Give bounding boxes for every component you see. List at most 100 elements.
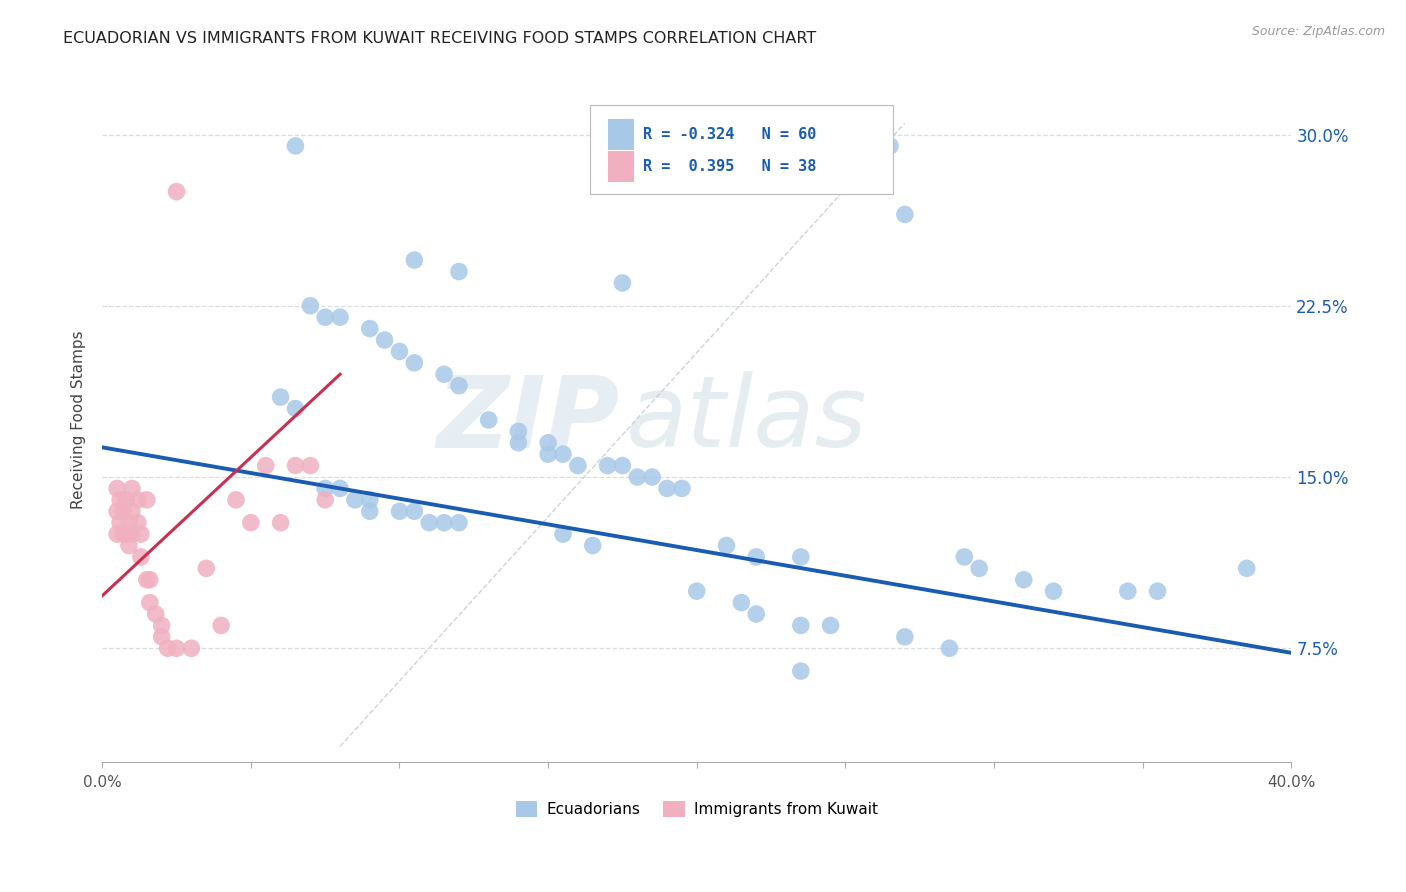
Point xyxy=(745,607,768,621)
Point xyxy=(105,527,128,541)
FancyBboxPatch shape xyxy=(589,105,893,194)
Point xyxy=(567,458,589,473)
Point xyxy=(135,573,157,587)
Point xyxy=(551,447,574,461)
Point xyxy=(433,368,456,382)
Point xyxy=(359,504,381,518)
Point xyxy=(418,516,440,530)
Point xyxy=(1042,584,1064,599)
Point xyxy=(156,641,179,656)
Point xyxy=(447,516,470,530)
Point xyxy=(790,618,813,632)
Point xyxy=(671,482,693,496)
Point xyxy=(359,321,381,335)
Point xyxy=(641,470,664,484)
Point xyxy=(508,435,530,450)
Point xyxy=(626,470,648,484)
Point xyxy=(537,447,560,461)
Bar xyxy=(607,151,634,182)
Point xyxy=(938,641,960,656)
Point xyxy=(716,539,738,553)
Point xyxy=(121,504,143,518)
Point xyxy=(1116,584,1139,599)
Point xyxy=(329,310,352,325)
Point xyxy=(329,482,352,496)
Point xyxy=(551,527,574,541)
Point xyxy=(108,516,131,530)
Point xyxy=(478,413,501,427)
Point xyxy=(343,492,366,507)
Point xyxy=(150,618,173,632)
Point xyxy=(127,492,149,507)
Point xyxy=(879,139,901,153)
Point xyxy=(180,641,202,656)
Point xyxy=(1146,584,1168,599)
Point xyxy=(284,139,307,153)
Point xyxy=(105,482,128,496)
Point xyxy=(686,584,709,599)
Point xyxy=(225,492,247,507)
Point xyxy=(894,630,917,644)
Point xyxy=(270,516,292,530)
Text: atlas: atlas xyxy=(626,371,868,468)
Point xyxy=(129,549,152,564)
Point xyxy=(314,310,336,325)
Point xyxy=(299,299,322,313)
Point xyxy=(1012,573,1035,587)
Point xyxy=(166,185,188,199)
Point xyxy=(745,549,768,564)
Point xyxy=(730,596,752,610)
Text: Source: ZipAtlas.com: Source: ZipAtlas.com xyxy=(1251,25,1385,38)
Point xyxy=(388,504,411,518)
Point xyxy=(121,527,143,541)
Point xyxy=(270,390,292,404)
Point xyxy=(121,482,143,496)
Point xyxy=(953,549,976,564)
Point xyxy=(404,356,426,370)
Point xyxy=(894,207,917,221)
Text: R = -0.324   N = 60: R = -0.324 N = 60 xyxy=(644,127,817,142)
Point xyxy=(612,458,634,473)
Point xyxy=(359,492,381,507)
Point xyxy=(790,549,813,564)
Y-axis label: Receiving Food Stamps: Receiving Food Stamps xyxy=(72,331,86,509)
Point xyxy=(118,516,141,530)
Point xyxy=(447,378,470,392)
Point xyxy=(127,516,149,530)
Text: R =  0.395   N = 38: R = 0.395 N = 38 xyxy=(644,159,817,174)
Point xyxy=(254,458,277,473)
Point xyxy=(820,618,842,632)
Point xyxy=(139,573,162,587)
Text: ZIP: ZIP xyxy=(436,371,620,468)
Point xyxy=(135,492,157,507)
Point xyxy=(284,401,307,416)
Point xyxy=(299,458,322,473)
Point xyxy=(404,253,426,268)
Point xyxy=(314,482,336,496)
Point xyxy=(582,539,605,553)
Point xyxy=(404,504,426,518)
Point xyxy=(284,458,307,473)
Point xyxy=(195,561,218,575)
Point xyxy=(118,539,141,553)
Legend: Ecuadorians, Immigrants from Kuwait: Ecuadorians, Immigrants from Kuwait xyxy=(510,795,884,823)
Point xyxy=(1236,561,1258,575)
Point xyxy=(129,527,152,541)
Point xyxy=(508,425,530,439)
Point xyxy=(388,344,411,359)
Point xyxy=(596,458,619,473)
Point xyxy=(447,264,470,278)
Point xyxy=(115,492,138,507)
Point xyxy=(537,435,560,450)
Point xyxy=(239,516,262,530)
Point xyxy=(374,333,396,347)
Point xyxy=(166,641,188,656)
Point xyxy=(612,276,634,290)
Point xyxy=(209,618,232,632)
Point xyxy=(111,527,134,541)
Point xyxy=(314,492,336,507)
Bar xyxy=(607,119,634,150)
Point xyxy=(655,482,678,496)
Text: ECUADORIAN VS IMMIGRANTS FROM KUWAIT RECEIVING FOOD STAMPS CORRELATION CHART: ECUADORIAN VS IMMIGRANTS FROM KUWAIT REC… xyxy=(63,31,817,46)
Point xyxy=(150,630,173,644)
